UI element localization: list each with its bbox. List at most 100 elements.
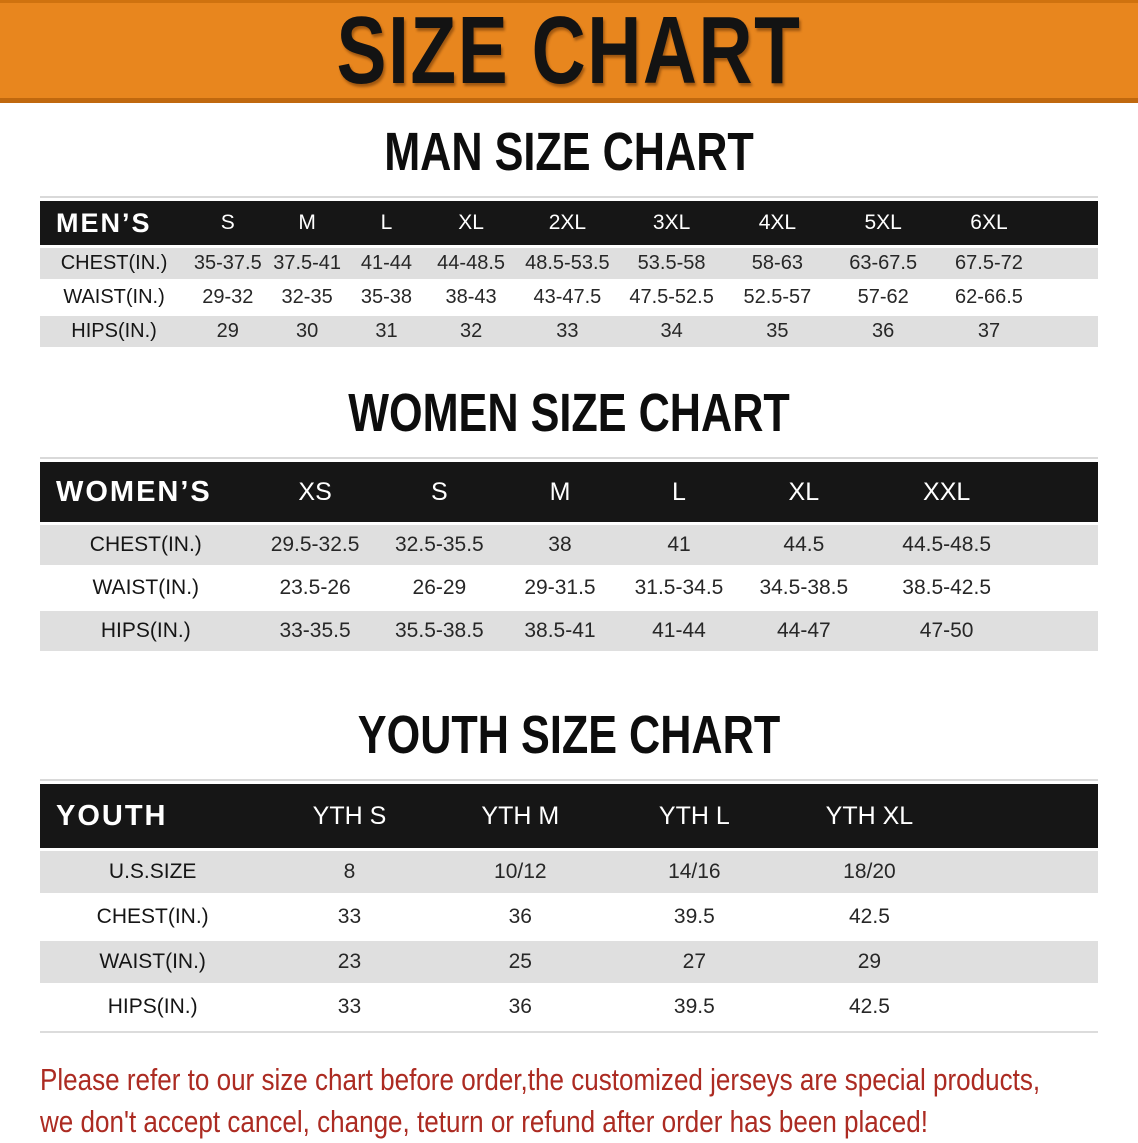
cell: 26-29 [378, 568, 501, 608]
men-section-heading-text: MAN SIZE CHART [384, 122, 754, 182]
spacer-cell [957, 986, 1098, 1028]
row-label: HIPS(IN.) [40, 986, 266, 1028]
cell: 44.5 [738, 525, 870, 565]
women-col-m: M [500, 462, 620, 522]
youth-hips-row: HIPS(IN.) 33 36 39.5 42.5 [40, 986, 1098, 1028]
cell: 35 [724, 316, 831, 347]
cell: 23.5-26 [251, 568, 379, 608]
men-col-2xl: 2XL [516, 201, 619, 245]
men-col-5xl: 5XL [830, 201, 937, 245]
cell: 29 [781, 941, 958, 983]
cell: 38-43 [426, 282, 517, 313]
cell: 34 [618, 316, 725, 347]
cell: 35-37.5 [188, 248, 268, 279]
spacer-cell [957, 941, 1098, 983]
men-header-row: MEN’S S M L XL 2XL 3XL 4XL 5XL 6XL [40, 201, 1098, 245]
cell: 30 [267, 316, 347, 347]
women-col-xxl: XXL [869, 462, 1024, 522]
cell: 63-67.5 [830, 248, 937, 279]
women-header-label: WOMEN’S [40, 462, 252, 522]
spacer-cell [1041, 316, 1098, 347]
cell: 42.5 [781, 986, 958, 1028]
banner: SIZE CHART [0, 0, 1138, 103]
cell: 34.5-38.5 [738, 568, 870, 608]
cell: 36 [433, 896, 608, 938]
spacer-cell [1023, 462, 1098, 522]
disclaimer-line-2: we don't accept cancel, change, teturn o… [40, 1104, 929, 1139]
men-chest-row: CHEST(IN.) 35-37.5 37.5-41 41-44 44-48.5… [40, 248, 1098, 279]
cell: 31 [346, 316, 427, 347]
cell: 38 [500, 525, 620, 565]
cell: 37.5-41 [267, 248, 347, 279]
cell: 33 [265, 896, 434, 938]
spacer-cell [1041, 282, 1098, 313]
men-col-xl: XL [426, 201, 517, 245]
youth-col-xl: YTH XL [781, 784, 958, 848]
section-men: MAN SIZE CHART MEN’S S M L XL 2XL 3XL 4X… [0, 125, 1138, 350]
cell: 25 [433, 941, 608, 983]
cell: 62-66.5 [936, 282, 1042, 313]
row-label: WAIST(IN.) [40, 282, 189, 313]
cell: 33-35.5 [251, 611, 379, 651]
cell: 44-47 [738, 611, 870, 651]
cell: 43-47.5 [516, 282, 619, 313]
row-label: WAIST(IN.) [40, 941, 266, 983]
men-col-6xl: 6XL [936, 201, 1042, 245]
men-waist-row: WAIST(IN.) 29-32 32-35 35-38 38-43 43-47… [40, 282, 1098, 313]
spacer-cell [1023, 568, 1098, 608]
men-col-l: L [346, 201, 427, 245]
spacer-cell [957, 851, 1098, 893]
youth-col-l: YTH L [607, 784, 782, 848]
spacer-cell [957, 784, 1098, 848]
spacer-cell [1023, 525, 1098, 565]
cell: 57-62 [830, 282, 937, 313]
cell: 44.5-48.5 [869, 525, 1024, 565]
men-section-heading: MAN SIZE CHART [0, 125, 1138, 179]
cell: 39.5 [607, 896, 782, 938]
cell: 29.5-32.5 [251, 525, 379, 565]
cell: 41-44 [619, 611, 739, 651]
cell: 14/16 [607, 851, 782, 893]
women-col-xs: XS [251, 462, 379, 522]
youth-header-label: YOUTH [40, 784, 266, 848]
disclaimer-line-1: Please refer to our size chart before or… [40, 1062, 1041, 1097]
section-youth: YOUTH SIZE CHART YOUTH YTH S YTH M YTH L… [0, 708, 1138, 1033]
youth-col-s: YTH S [265, 784, 434, 848]
women-chest-row: CHEST(IN.) 29.5-32.5 32.5-35.5 38 41 44.… [40, 525, 1098, 565]
cell: 23 [265, 941, 434, 983]
men-hips-row: HIPS(IN.) 29 30 31 32 33 34 35 36 37 [40, 316, 1098, 347]
cell: 52.5-57 [724, 282, 831, 313]
spacer-cell [957, 896, 1098, 938]
men-size-table: MEN’S S M L XL 2XL 3XL 4XL 5XL 6XL CHEST… [40, 196, 1098, 350]
cell: 32-35 [267, 282, 347, 313]
cell: 44-48.5 [426, 248, 517, 279]
cell: 41 [619, 525, 739, 565]
women-waist-row: WAIST(IN.) 23.5-26 26-29 29-31.5 31.5-34… [40, 568, 1098, 608]
youth-section-heading: YOUTH SIZE CHART [0, 708, 1138, 762]
row-label: CHEST(IN.) [40, 896, 266, 938]
row-label: CHEST(IN.) [40, 248, 189, 279]
men-col-s: S [188, 201, 268, 245]
cell: 48.5-53.5 [516, 248, 619, 279]
cell: 67.5-72 [936, 248, 1042, 279]
cell: 38.5-41 [500, 611, 620, 651]
women-section-heading-text: WOMEN SIZE CHART [348, 383, 790, 443]
youth-header-row: YOUTH YTH S YTH M YTH L YTH XL [40, 784, 1098, 848]
cell: 32.5-35.5 [378, 525, 501, 565]
men-col-4xl: 4XL [724, 201, 831, 245]
cell: 41-44 [346, 248, 427, 279]
row-label: WAIST(IN.) [40, 568, 252, 608]
cell: 35-38 [346, 282, 427, 313]
cell: 29-32 [188, 282, 268, 313]
cell: 38.5-42.5 [869, 568, 1024, 608]
youth-chest-row: CHEST(IN.) 33 36 39.5 42.5 [40, 896, 1098, 938]
youth-col-m: YTH M [433, 784, 608, 848]
men-col-3xl: 3XL [618, 201, 725, 245]
banner-title: SIZE CHART [336, 0, 802, 104]
men-col-m: M [267, 201, 347, 245]
cell: 18/20 [781, 851, 958, 893]
cell: 47.5-52.5 [618, 282, 725, 313]
cell: 53.5-58 [618, 248, 725, 279]
spacer-cell [1041, 248, 1098, 279]
